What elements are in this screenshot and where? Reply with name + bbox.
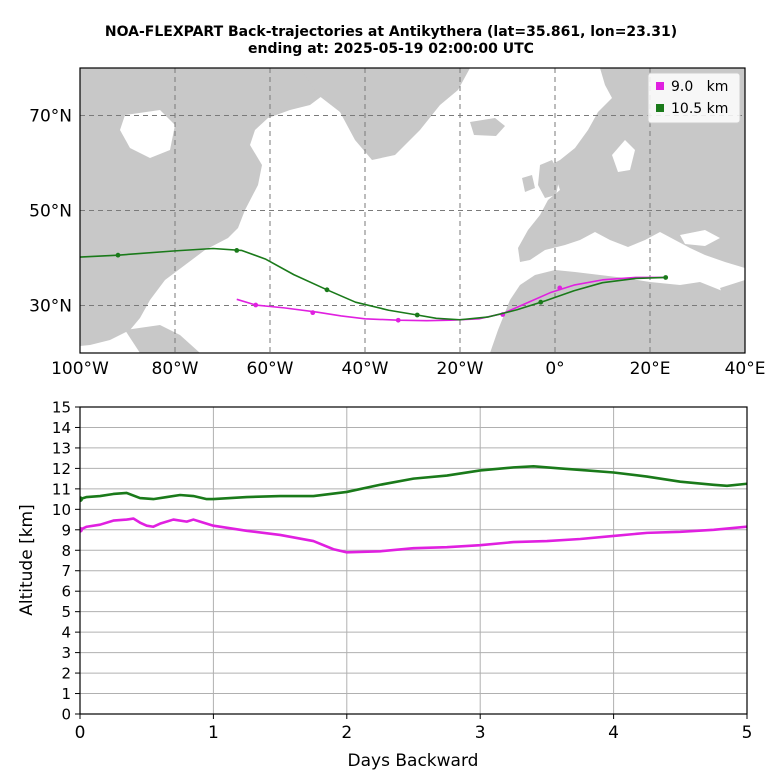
map-trajectory-marker bbox=[234, 248, 240, 253]
altitude-line-9km bbox=[80, 517, 747, 554]
map-x-tick-label: 40°E bbox=[725, 359, 766, 379]
map-frame bbox=[79, 67, 746, 354]
baltic-sea bbox=[612, 140, 635, 172]
map-x-tick-label: 80°W bbox=[152, 359, 199, 379]
map-trajectory-9km bbox=[236, 276, 666, 322]
altitude-y-tick-label: 4 bbox=[61, 624, 71, 642]
land-arctic-islands bbox=[190, 68, 300, 95]
map-trajectory-marker bbox=[253, 302, 259, 308]
altitude-y-tick-label: 6 bbox=[61, 583, 71, 601]
altitude-y-tick-label: 3 bbox=[61, 644, 71, 662]
altitude-line-10-5km bbox=[80, 465, 747, 501]
altitude-series bbox=[80, 465, 747, 554]
map-x-tick-label: 20°E bbox=[630, 359, 671, 379]
land-greenland bbox=[300, 68, 470, 160]
map-y-tick-label: 50°N bbox=[29, 202, 72, 222]
map-trajectory-10-5km bbox=[80, 247, 666, 321]
altitude-y-axis-label: Altitude [km] bbox=[17, 504, 37, 616]
map-trajectory-marker bbox=[414, 312, 420, 318]
legend-label-10-5km: 10.5 km bbox=[671, 101, 728, 117]
legend-label-9km: 9.0 km bbox=[671, 79, 728, 95]
altitude-start-marker bbox=[80, 496, 83, 503]
map-trajectory-marker bbox=[310, 310, 316, 316]
altitude-x-tick-label: 2 bbox=[341, 723, 352, 743]
altitude-x-axis-label: Days Backward bbox=[348, 751, 479, 771]
altitude-y-tick-label: 1 bbox=[61, 685, 71, 703]
map-x-tick-label: 100°W bbox=[51, 359, 109, 379]
map-y-tick-label: 70°N bbox=[29, 107, 72, 127]
map-x-tick-label: 20°W bbox=[437, 359, 484, 379]
altitude-start-marker bbox=[80, 526, 83, 533]
altitude-y-tick-label: 9 bbox=[61, 521, 71, 539]
altitude-x-tick-label: 4 bbox=[608, 723, 619, 743]
land-ireland bbox=[522, 175, 535, 192]
map-x-tick-label: 40°W bbox=[342, 359, 389, 379]
altitude-y-tick-label: 13 bbox=[52, 439, 71, 457]
altitude-y-tick-label: 7 bbox=[61, 562, 71, 580]
altitude-x-tick-label: 0 bbox=[75, 723, 86, 743]
chart-title-line-1: NOA-FLEXPART Back-trajectories at Antiky… bbox=[104, 24, 678, 40]
map-x-tick-label: 60°W bbox=[247, 359, 294, 379]
map-trajectories bbox=[80, 247, 669, 323]
altitude-y-tick-label: 8 bbox=[61, 542, 71, 560]
altitude-y-tick-label: 14 bbox=[52, 419, 71, 437]
altitude-y-tick-label: 2 bbox=[61, 665, 71, 683]
map-y-tick-labels: 30°N 50°N 70°N bbox=[29, 107, 72, 317]
map-gridlines bbox=[80, 68, 745, 353]
hudson-bay bbox=[120, 110, 175, 158]
altitude-y-tick-label: 15 bbox=[52, 399, 71, 417]
altitude-y-tick-label: 12 bbox=[52, 460, 71, 478]
map-trajectory-marker bbox=[115, 252, 121, 258]
map-y-tick-label: 30°N bbox=[29, 297, 72, 317]
map-trajectory-marker bbox=[324, 287, 330, 293]
black-sea bbox=[680, 230, 720, 246]
map-trajectory-marker bbox=[395, 317, 401, 323]
altitude-x-tick-labels: 0 1 2 3 4 5 bbox=[75, 714, 753, 743]
map-trajectory-marker bbox=[557, 285, 563, 291]
map-landmasses bbox=[80, 68, 745, 353]
altitude-x-tick-label: 1 bbox=[208, 723, 219, 743]
altitude-y-tick-label: 0 bbox=[61, 706, 71, 724]
legend-swatch-10-5km bbox=[656, 104, 664, 112]
chart-title-line-2: ending at: 2025-05-19 02:00:00 UTC bbox=[248, 41, 534, 57]
altitude-y-tick-label: 5 bbox=[61, 603, 71, 621]
land-iceland bbox=[470, 118, 505, 136]
map-x-tick-label: 0° bbox=[545, 359, 564, 379]
land-central-america bbox=[125, 325, 200, 353]
map-trajectory-marker bbox=[538, 299, 544, 305]
map-x-tick-labels: 100°W 80°W 60°W 40°W 20°W 0° 20°E 40°E bbox=[51, 359, 765, 379]
map-trajectory-marker bbox=[663, 275, 669, 280]
mediterranean-sea bbox=[548, 250, 700, 283]
altitude-x-tick-label: 5 bbox=[742, 723, 753, 743]
altitude-plot-background bbox=[80, 407, 747, 714]
legend-box bbox=[647, 72, 741, 124]
legend-swatch-9km bbox=[656, 82, 664, 90]
altitude-plot-frame bbox=[79, 406, 748, 715]
altitude-x-tick-label: 3 bbox=[475, 723, 486, 743]
altitude-y-tick-label: 10 bbox=[52, 501, 71, 519]
altitude-y-tick-label: 11 bbox=[52, 480, 71, 498]
map-legend: 9.0 km 10.5 km bbox=[647, 72, 741, 124]
